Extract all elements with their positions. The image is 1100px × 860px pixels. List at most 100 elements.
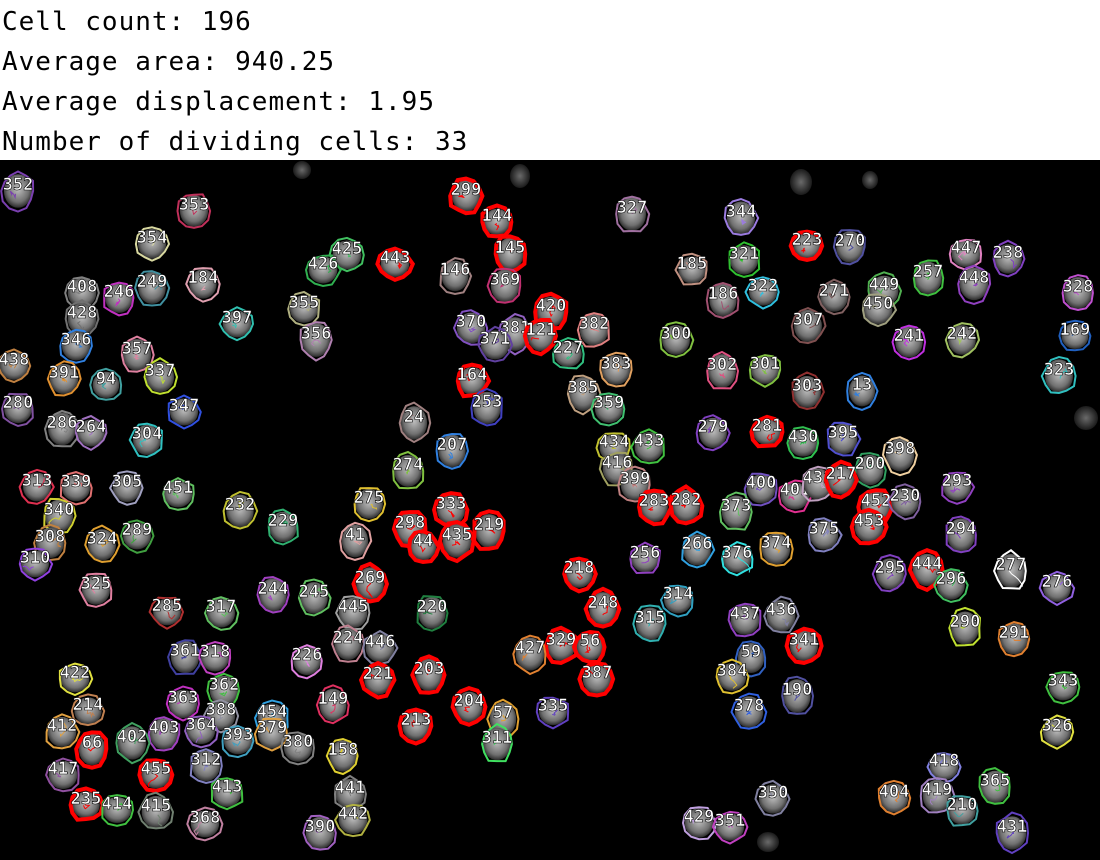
cell-nucleus (190, 810, 220, 838)
cell-nucleus (209, 675, 239, 707)
cell-nucleus (948, 325, 976, 355)
cell-id-label: 368 (190, 808, 221, 828)
cell-id-label: 443 (380, 248, 411, 268)
cell-track (370, 503, 377, 510)
cell-id-label: 378 (734, 696, 765, 716)
cell-298: 298 (391, 510, 428, 549)
cell-track (59, 722, 67, 738)
dividing-cell-outline (375, 246, 416, 282)
cell-track (509, 244, 513, 252)
cell-track (493, 738, 498, 746)
cell-track (424, 666, 431, 676)
cell-nucleus (726, 201, 756, 235)
cell-id-label: 13 (852, 375, 872, 395)
cell-outline (711, 810, 749, 845)
cell-outline (58, 662, 94, 697)
cell-id-label: 185 (677, 254, 708, 274)
cell-id-label: 419 (922, 780, 953, 800)
cell-373: 373 (718, 491, 753, 531)
cell-436: 436 (763, 595, 800, 634)
untracked-nucleus (790, 169, 812, 195)
cell-id-label: 277 (996, 555, 1027, 575)
cell-nucleus (338, 597, 368, 629)
cell-track (939, 758, 948, 766)
cell-track (575, 572, 583, 581)
cell-outline (162, 476, 195, 511)
cell-nucleus (179, 195, 209, 227)
cell-id-label: 229 (268, 511, 299, 531)
cell-337: 337 (143, 357, 179, 395)
cell-id-label: 442 (338, 804, 369, 824)
cell-nucleus (452, 180, 480, 212)
cell-outline (108, 470, 144, 506)
cell-outline (103, 281, 135, 317)
cell-id-label: 298 (395, 513, 426, 533)
cell-id-label: 232 (225, 495, 256, 515)
cell-nucleus (820, 282, 848, 312)
cell-nucleus (951, 240, 981, 268)
cell-outline (59, 328, 93, 364)
cell-track (485, 395, 495, 407)
cell-nucleus (212, 779, 242, 807)
cell-nucleus (163, 480, 193, 508)
cell-nucleus (863, 295, 893, 325)
cell-nucleus (149, 718, 179, 750)
cell-nucleus (662, 325, 690, 355)
cell-291: 291 (997, 621, 1031, 658)
cell-track (324, 264, 332, 273)
cell-outline (535, 696, 570, 730)
cell-outline (1040, 355, 1077, 395)
cell-track (366, 582, 373, 598)
cell-nucleus (402, 711, 430, 741)
cell-outline (74, 414, 108, 452)
cell-outline (101, 794, 135, 827)
cell-id-label: 426 (308, 254, 339, 274)
cell-nucleus (380, 250, 410, 278)
cell-track (178, 404, 186, 410)
cell-track (176, 697, 182, 705)
cell-id-label: 408 (67, 277, 98, 297)
cell-track (52, 537, 62, 548)
cell-nucleus (664, 586, 692, 614)
cell-id-label: 313 (22, 471, 53, 491)
dividing-cell-outline (823, 459, 859, 500)
cell-249: 249 (134, 270, 171, 307)
cell-track (1071, 331, 1076, 337)
cell-outline (115, 721, 151, 765)
cell-204: 204 (450, 685, 488, 727)
cell-id-label: 149 (318, 689, 349, 709)
cell-outline (398, 401, 432, 444)
cell-id-label: 326 (1042, 716, 1073, 736)
cell-outline (807, 517, 843, 553)
cell-id-label: 448 (959, 268, 990, 288)
cell-426: 426 (304, 254, 342, 288)
cell-outline (43, 409, 80, 448)
cell-id-label: 375 (809, 519, 840, 539)
cell-id-label: 346 (61, 330, 92, 350)
cell-419: 419 (919, 777, 956, 814)
cell-outline (615, 195, 651, 233)
cell-outline (826, 421, 862, 457)
cell-id-label: 270 (835, 231, 866, 251)
cell-outline (481, 722, 513, 763)
cell-nucleus (123, 522, 151, 550)
cell-nucleus (289, 295, 319, 323)
cell-387: 387 (577, 661, 616, 698)
cell-track (89, 584, 96, 594)
cell-422: 422 (58, 662, 94, 697)
cell-track (876, 504, 882, 509)
cell-id-label: 441 (335, 778, 366, 798)
cell-id-label: 190 (782, 680, 813, 700)
cell-id-label: 230 (890, 486, 921, 506)
cell-outline (718, 491, 753, 531)
cell-nucleus (749, 278, 777, 306)
cell-350: 350 (754, 779, 791, 817)
cell-id-label: 431 (997, 817, 1028, 837)
cell-438: 438 (0, 348, 32, 384)
cell-outline (416, 595, 449, 632)
cell-455: 455 (137, 758, 175, 793)
cell-outline (470, 387, 503, 427)
cell-id-label: 445 (338, 597, 369, 617)
untracked-nucleus (510, 164, 530, 188)
